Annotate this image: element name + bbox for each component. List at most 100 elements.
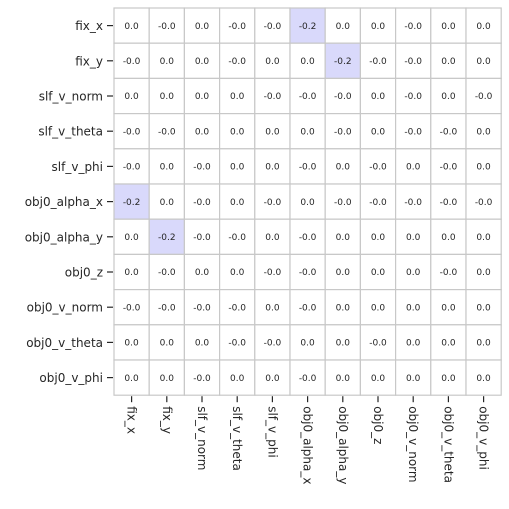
cell-value-label: 0.0: [371, 374, 386, 384]
cell-value-label: -0.0: [440, 163, 458, 173]
heatmap-cell: [359, 289, 397, 326]
cell-value-label: 0.0: [406, 303, 421, 313]
x-tick-label: obj0_alpha_x: [301, 406, 315, 484]
heatmap-cell: [113, 7, 150, 44]
heatmap-cell: [183, 42, 221, 80]
cell-value-label: 0.0: [336, 268, 351, 278]
cell-value-label: 0.0: [265, 57, 280, 67]
heatmap-cell: [430, 42, 467, 80]
cell-value-label: -0.0: [334, 198, 352, 208]
cell-value-label: 0.0: [195, 57, 210, 67]
x-tick-label: obj0_alpha_y: [336, 406, 350, 484]
cell-value-label: -0.0: [404, 57, 422, 67]
cell-value-label: -0.0: [193, 374, 211, 384]
cell-value-label: 0.0: [406, 163, 421, 173]
heatmap-cell: [148, 359, 185, 396]
cell-value-label: 0.0: [230, 198, 245, 208]
heatmap-cell: [430, 359, 467, 396]
cell-value-label: -0.0: [158, 303, 176, 313]
cell-value-label: 0.0: [371, 22, 386, 32]
cell-value-label: 0.0: [195, 268, 210, 278]
heatmap-cell: [395, 324, 432, 361]
heatmap-cell: [148, 253, 185, 291]
cell-value-label: 0.0: [441, 233, 456, 243]
cell-value-label: -0.0: [475, 198, 493, 208]
cell-value-label: 0.0: [160, 57, 175, 67]
cell-value-label: -0.0: [440, 198, 458, 208]
cell-value-label: 0.0: [336, 233, 351, 243]
heatmap-cell: [359, 7, 397, 44]
cell-value-label: -0.0: [299, 233, 317, 243]
heatmap-cell: [465, 42, 502, 80]
cell-value-label: -0.0: [404, 22, 422, 32]
cell-value-label: 0.0: [265, 303, 280, 313]
cell-value-label: 0.0: [124, 374, 139, 384]
cell-value-label: 0.0: [371, 92, 386, 102]
x-tick-label: obj0_v_norm: [406, 406, 420, 482]
heatmap-cell: [219, 112, 256, 150]
heatmap-cell: [465, 148, 502, 185]
cell-value-label: 0.0: [476, 374, 491, 384]
cell-value-label: 0.0: [336, 22, 351, 32]
cell-value-label: 0.0: [230, 127, 245, 137]
heatmap-cells: 0.0 -0.0 0.0 -0.0 -0.0 -0.2 0.0 0.0 -0.0 0.0 0.0 -0…: [113, 7, 502, 396]
heatmap-cell: [219, 183, 256, 220]
cell-value-label: 0.0: [230, 268, 245, 278]
heatmap-cell: [324, 289, 362, 326]
heatmap-cell: [113, 183, 150, 220]
cell-value-label: 0.0: [406, 374, 421, 384]
cell-value-label: 0.0: [476, 303, 491, 313]
cell-value-label: 0.0: [476, 22, 491, 32]
heatmap-cell: [113, 42, 150, 80]
cell-value-label: 0.0: [406, 268, 421, 278]
heatmap-cell: [359, 253, 397, 291]
heatmap-cell: [219, 324, 256, 361]
heatmap-cell: [430, 218, 467, 255]
cell-value-label: 0.0: [124, 92, 139, 102]
y-tick-label: obj0_z: [65, 266, 103, 280]
cell-value-label: -0.0: [404, 198, 422, 208]
cell-value-label: -0.0: [228, 57, 246, 67]
heatmap-cell: [289, 7, 326, 44]
cell-value-label: -0.0: [123, 127, 141, 137]
cell-value-label: 0.0: [160, 92, 175, 102]
heatmap-cell: [289, 42, 326, 80]
heatmap-cell: [148, 148, 185, 185]
cell-value-label: 0.0: [441, 22, 456, 32]
cell-value-label: -0.2: [158, 233, 176, 243]
cell-value-label: 0.0: [336, 374, 351, 384]
cell-value-label: 0.0: [476, 127, 491, 137]
cell-value-label: -0.0: [158, 127, 176, 137]
cell-value-label: 0.0: [195, 339, 210, 349]
cell-value-label: 0.0: [371, 303, 386, 313]
cell-value-label: 0.0: [230, 374, 245, 384]
heatmap-cell: [289, 218, 326, 255]
y-tick-label: slf_v_phi: [52, 160, 103, 174]
heatmap-cell: [183, 324, 221, 361]
cell-value-label: -0.0: [299, 163, 317, 173]
cell-value-label: 0.0: [195, 22, 210, 32]
heatmap-cell: [465, 359, 502, 396]
cell-value-label: 0.0: [195, 127, 210, 137]
cell-value-label: 0.0: [476, 57, 491, 67]
cell-value-label: 0.0: [336, 303, 351, 313]
cell-value-label: 0.0: [230, 92, 245, 102]
cell-value-label: 0.0: [265, 233, 280, 243]
cell-value-label: -0.0: [123, 303, 141, 313]
heatmap-cell: [219, 148, 256, 185]
cell-value-label: -0.0: [299, 374, 317, 384]
cell-value-label: -0.0: [228, 303, 246, 313]
heatmap-cell: [324, 77, 362, 115]
cell-value-label: -0.0: [264, 198, 282, 208]
cell-value-label: -0.0: [404, 127, 422, 137]
cell-value-label: 0.0: [476, 268, 491, 278]
cell-value-label: -0.0: [264, 92, 282, 102]
x-tick-label: obj0_z: [371, 406, 385, 444]
heatmap-cell: [254, 253, 291, 291]
y-tick-label: obj0_v_norm: [27, 301, 103, 315]
cell-value-label: 0.0: [476, 233, 491, 243]
heatmap-cell: [289, 183, 326, 220]
heatmap-cell: [113, 289, 150, 326]
heatmap-cell: [183, 148, 221, 185]
